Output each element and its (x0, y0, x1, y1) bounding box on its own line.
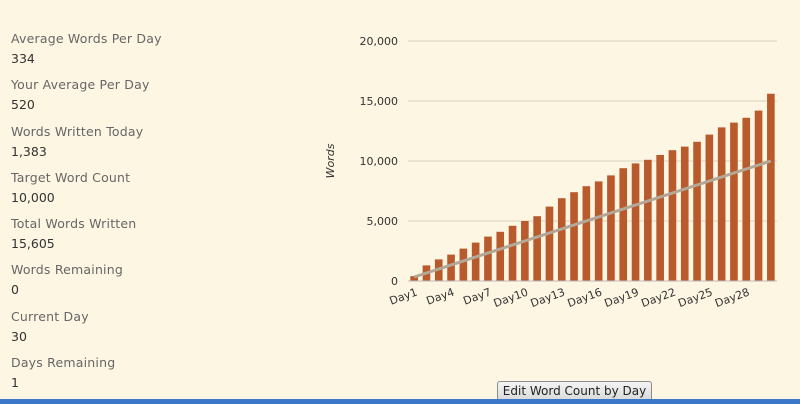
chart-bar (631, 163, 640, 281)
word-count-chart: 0 5,000 10,000 15,000 20,000 Words Day1 Day4 Day… (324, 35, 777, 310)
chart-bar (521, 221, 529, 281)
stat-value: 30 (11, 328, 27, 344)
chart-bar (656, 155, 664, 281)
chart-bar (742, 117, 751, 281)
stat-words-remaining: Words Remaining 0 (11, 261, 261, 307)
stat-label: Words Remaining (11, 262, 123, 278)
stats-panel: Average Words Per Day 334 Your Average P… (11, 30, 261, 400)
chart-bar (693, 141, 701, 281)
stat-days-remaining: Days Remaining 1 (11, 354, 261, 400)
x-tick-label: Day19 (603, 286, 641, 310)
edit-word-count-button[interactable]: Edit Word Count by Day (497, 381, 652, 402)
stat-words-written-today: Words Written Today 1,383 (11, 123, 261, 169)
stat-your-average-per-day: Your Average Per Day 520 (11, 76, 261, 122)
x-tick-label: Day4 (425, 286, 456, 308)
x-tick-label: Day25 (676, 286, 714, 310)
chart-bar (619, 168, 628, 281)
chart-bar (447, 254, 455, 281)
stat-value: 10,000 (11, 189, 55, 205)
stat-current-day: Current Day 30 (11, 308, 261, 354)
stat-value: 15,605 (11, 236, 55, 252)
chart-bar (459, 248, 468, 281)
y-tick-label: 15,000 (360, 95, 399, 108)
chart-bar (668, 150, 677, 281)
stat-value: 334 (11, 51, 35, 66)
stat-value: 520 (11, 97, 35, 113)
stat-value: 0 (11, 282, 19, 298)
stat-target-word-count: Target Word Count 10,000 (11, 169, 261, 215)
chart-bar (557, 198, 566, 281)
y-axis-label: Words (324, 143, 337, 178)
chart-bar (680, 146, 689, 281)
window-bottom-bar (0, 399, 800, 404)
stat-label: Target Word Count (11, 169, 131, 185)
chart-bar (730, 122, 738, 281)
chart-bar (717, 127, 726, 282)
chart-bar (484, 236, 492, 281)
chart-bar (644, 159, 652, 281)
stat-average-words-per-day: Average Words Per Day 334 (11, 30, 261, 76)
target-line (413, 159, 772, 279)
x-tick-label: Day16 (566, 286, 604, 310)
chart-bar (533, 216, 541, 281)
chart-bar (705, 134, 714, 281)
x-tick-label: Day10 (492, 286, 530, 310)
stat-total-words-written: Total Words Written 15,605 (11, 215, 261, 261)
x-tick-label: Day28 (713, 286, 751, 310)
chart-bar (496, 231, 505, 281)
stat-label: Current Day (11, 308, 89, 324)
chart-bar (594, 181, 603, 281)
chart-bar (767, 93, 775, 282)
stat-label: Average Words Per Day (11, 31, 162, 46)
y-tick-label: 0 (391, 275, 398, 288)
chart-bar (545, 206, 554, 281)
y-tick-label: 20,000 (360, 35, 399, 48)
x-tick-label: Day7 (462, 286, 493, 308)
stat-value: 1 (11, 375, 19, 391)
stat-label: Days Remaining (11, 355, 116, 371)
chart-bar (508, 225, 517, 281)
y-tick-label: 10,000 (360, 155, 399, 168)
x-tick-label: Day22 (639, 286, 677, 310)
chart-bar (754, 110, 763, 281)
y-tick-label: 5,000 (367, 215, 399, 228)
x-tick-label: Day1 (388, 286, 419, 308)
stat-label: Your Average Per Day (11, 77, 150, 93)
chart-bar (570, 192, 578, 281)
x-tick-label: Day13 (529, 286, 567, 310)
chart-bar (607, 175, 615, 281)
chart-bar (582, 186, 591, 281)
chart-bar (471, 242, 480, 281)
chart-bar (410, 276, 418, 281)
stat-label: Words Written Today (11, 123, 144, 139)
stat-label: Total Words Written (11, 216, 137, 232)
stat-value: 1,383 (11, 143, 47, 159)
